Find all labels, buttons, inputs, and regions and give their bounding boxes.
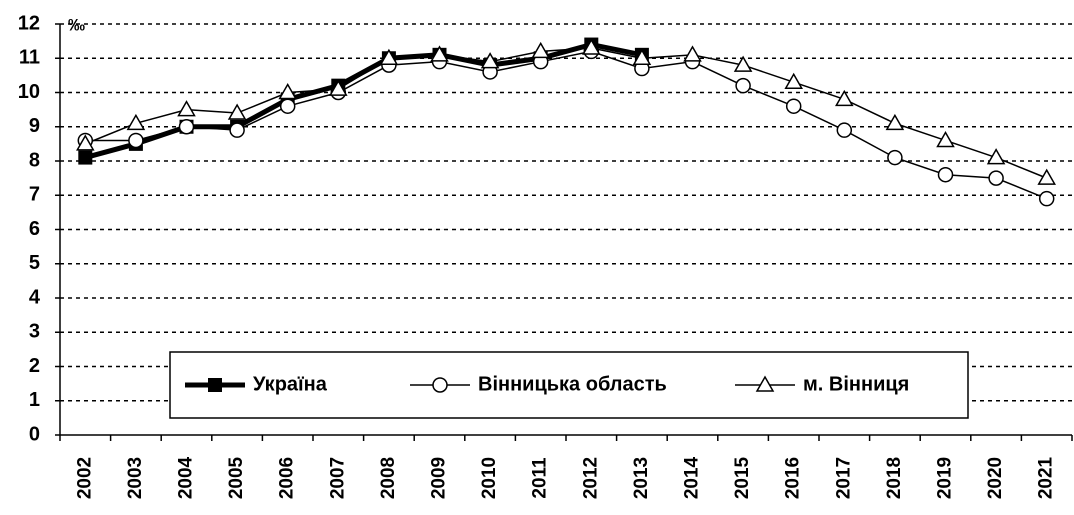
legend-label: Вінницька область — [478, 373, 667, 395]
marker — [178, 119, 195, 135]
x-tick-label: 2006 — [277, 457, 298, 499]
x-tick-label: 2015 — [732, 456, 753, 499]
marker — [733, 55, 753, 72]
marker — [632, 48, 652, 65]
legend-box — [169, 351, 969, 419]
x-tick-label: 2020 — [985, 457, 1006, 499]
marker — [1038, 190, 1055, 207]
marker — [887, 149, 903, 166]
x-tick-label: 2012 — [580, 457, 601, 499]
marker — [582, 38, 601, 55]
marker — [885, 113, 905, 131]
x-tick-label: 2016 — [783, 457, 804, 499]
marker — [784, 72, 803, 89]
x-tick-label: 2021 — [1036, 456, 1057, 499]
legend-label: Україна — [253, 373, 328, 395]
marker — [177, 100, 196, 117]
marker — [229, 122, 245, 138]
marker — [430, 45, 449, 62]
legend-item: Вінницька область — [410, 373, 667, 395]
y-tick-label: 4 — [29, 286, 41, 308]
y-tick-label: 11 — [19, 47, 40, 69]
marker — [208, 378, 222, 392]
x-tick-label: 2011 — [530, 457, 551, 499]
marker — [988, 170, 1004, 186]
marker — [1037, 168, 1056, 185]
x-tick-label: 2018 — [884, 457, 905, 499]
y-tick-label: 12 — [18, 12, 40, 34]
unit-label: ‰ — [68, 15, 85, 34]
marker — [735, 77, 751, 94]
y-tick-label: 10 — [18, 81, 40, 103]
y-tick-label: 2 — [29, 355, 40, 377]
marker — [755, 375, 775, 392]
x-tick-label: 2008 — [378, 457, 399, 499]
y-tick-label: 0 — [29, 423, 40, 445]
x-tick-label: 2002 — [74, 457, 95, 499]
x-tick-label: 2014 — [682, 456, 703, 499]
x-tick-label: 2005 — [226, 456, 247, 499]
y-tick-label: 5 — [29, 252, 40, 274]
series-line — [84, 41, 643, 160]
marker — [531, 41, 550, 59]
y-tick-label: 8 — [29, 149, 40, 171]
marker — [986, 148, 1006, 165]
marker — [126, 113, 146, 131]
series-line — [85, 47, 1047, 179]
y-tick-label: 7 — [29, 184, 40, 206]
marker — [785, 98, 802, 114]
x-tick-label: 2013 — [631, 457, 652, 499]
x-tick-label: 2003 — [125, 457, 146, 499]
marker — [480, 52, 500, 69]
series-line — [85, 50, 1047, 200]
x-tick-label: 2017 — [833, 457, 854, 499]
marker — [936, 130, 955, 148]
marker — [835, 89, 854, 107]
x-tick-label: 2019 — [935, 457, 956, 499]
y-tick-label: 1 — [29, 389, 40, 411]
marker — [937, 166, 954, 183]
marker — [379, 48, 399, 65]
marker — [836, 122, 853, 138]
marker — [128, 132, 144, 149]
y-tick-label: 6 — [29, 218, 40, 240]
marker — [683, 45, 702, 62]
legend-item: Україна — [185, 373, 328, 395]
marker — [279, 98, 296, 114]
marker — [432, 377, 448, 393]
marker — [227, 103, 247, 120]
x-tick-label: 2004 — [176, 456, 197, 499]
y-tick-label: 9 — [29, 115, 40, 137]
marker — [78, 150, 93, 165]
y-tick-label: 3 — [29, 321, 40, 343]
marker — [76, 134, 95, 151]
x-tick-label: 2010 — [479, 457, 500, 499]
marker — [278, 82, 297, 100]
legend-label: м. Вінниця — [803, 373, 909, 395]
x-tick-label: 2007 — [327, 457, 348, 499]
marker — [329, 79, 348, 96]
x-tick-label: 2009 — [429, 457, 450, 499]
legend-item: м. Вінниця — [735, 373, 909, 395]
